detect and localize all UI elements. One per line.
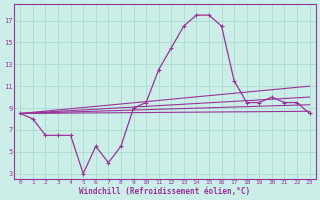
- X-axis label: Windchill (Refroidissement éolien,°C): Windchill (Refroidissement éolien,°C): [79, 187, 251, 196]
